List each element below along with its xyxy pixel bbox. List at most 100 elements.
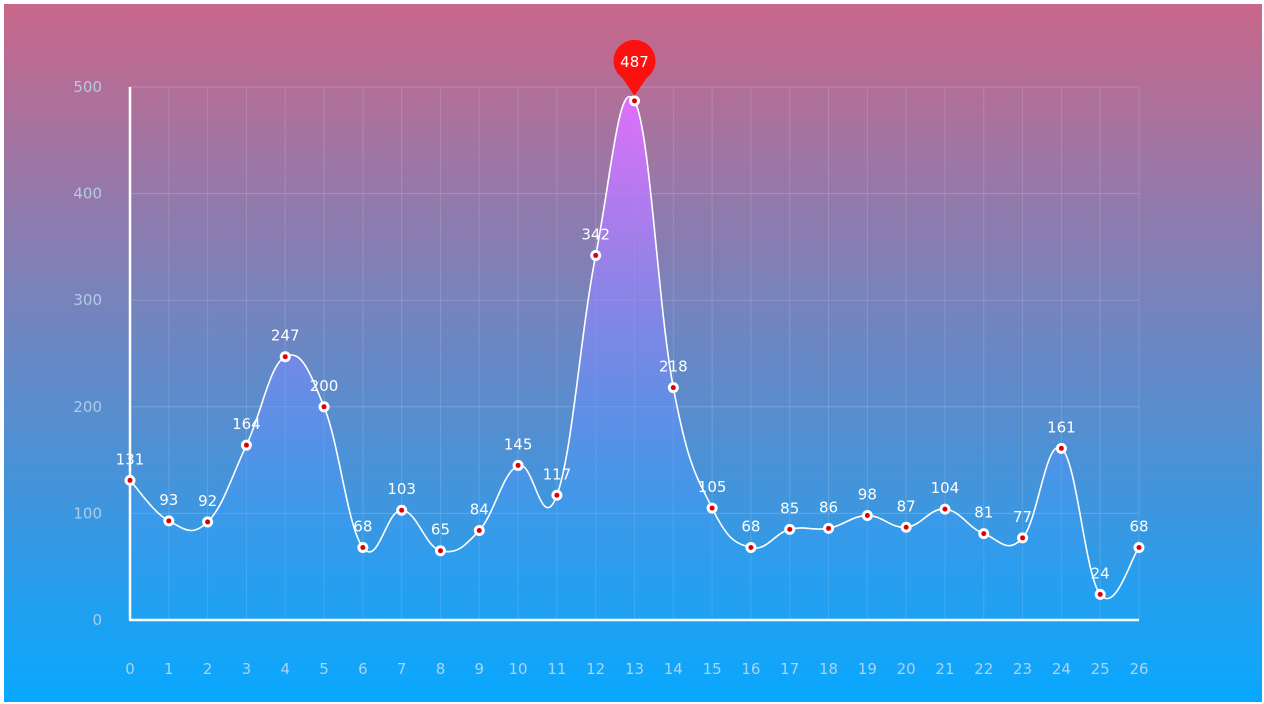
x-tick-label: 13	[625, 660, 644, 678]
data-point[interactable]	[861, 510, 873, 522]
x-tick-label: 5	[319, 660, 329, 678]
max-marker-pin	[613, 39, 656, 96]
data-point-center	[1097, 591, 1103, 597]
data-point-center	[632, 98, 637, 104]
data-point[interactable]	[434, 545, 446, 557]
data-point[interactable]	[784, 523, 796, 535]
data-point[interactable]	[667, 382, 679, 394]
y-tick-label: 400	[73, 185, 102, 203]
data-label: 68	[353, 518, 372, 536]
x-tick-label: 15	[703, 660, 722, 678]
x-tick-label: 17	[780, 660, 799, 678]
x-tick-label: 16	[741, 660, 760, 678]
y-tick-label: 100	[73, 504, 102, 522]
data-points	[124, 95, 1145, 600]
data-point[interactable]	[163, 515, 175, 527]
data-point[interactable]	[357, 542, 369, 554]
data-label: 77	[1013, 508, 1032, 526]
series-line-layer	[129, 95, 1140, 599]
data-point-center	[787, 526, 793, 532]
data-point[interactable]	[279, 351, 291, 363]
chart: 0 100 200 300 400 500 0 1 2 3 4 5 6 7 8 9 10 11 12 13 14 15 1…	[4, 4, 1262, 702]
data-label: 145	[504, 435, 533, 453]
data-point[interactable]	[745, 542, 757, 554]
data-point[interactable]	[473, 524, 485, 536]
data-point[interactable]	[124, 474, 136, 486]
x-tick-label: 18	[819, 660, 838, 678]
data-point-center	[1058, 445, 1064, 451]
data-point-center	[282, 354, 288, 360]
data-point[interactable]	[396, 504, 408, 516]
data-label: 200	[310, 377, 339, 395]
data-point[interactable]	[590, 249, 602, 261]
data-point-center	[1136, 545, 1142, 551]
data-label: 86	[819, 498, 838, 516]
data-point-center	[981, 531, 987, 537]
data-point-center	[399, 507, 405, 513]
data-label: 65	[431, 521, 450, 539]
data-label: 247	[271, 327, 300, 345]
data-point-center	[321, 404, 327, 410]
data-point-center	[166, 518, 172, 524]
x-tick-label: 9	[474, 660, 484, 678]
data-point[interactable]	[1055, 442, 1067, 454]
data-point[interactable]	[202, 516, 214, 528]
data-point[interactable]	[512, 459, 524, 471]
data-point[interactable]	[939, 503, 951, 515]
data-point[interactable]	[1133, 542, 1145, 554]
data-point[interactable]	[318, 401, 330, 413]
data-point[interactable]	[240, 439, 252, 451]
data-label: 81	[974, 504, 993, 522]
data-label: 98	[858, 486, 877, 504]
data-point[interactable]	[978, 528, 990, 540]
data-point[interactable]	[1017, 532, 1029, 544]
x-tick-label: 25	[1091, 660, 1110, 678]
data-label: 103	[387, 480, 416, 498]
data-label: 104	[931, 479, 960, 497]
y-tick-label: 0	[92, 611, 102, 629]
data-point-center	[360, 545, 366, 551]
max-marker-label: 487	[620, 53, 649, 71]
x-tick-label: 11	[547, 660, 566, 678]
x-tick-label: 21	[935, 660, 954, 678]
data-point-center	[127, 477, 133, 483]
y-tick-label: 500	[73, 78, 102, 96]
x-tick-label: 23	[1013, 660, 1032, 678]
data-point-center	[554, 492, 560, 498]
x-tick-label: 3	[242, 660, 252, 678]
x-tick-label: 6	[358, 660, 368, 678]
x-tick-label: 14	[664, 660, 683, 678]
data-point[interactable]	[629, 95, 640, 107]
x-tick-label: 7	[397, 660, 407, 678]
data-point[interactable]	[551, 489, 563, 501]
data-point[interactable]	[900, 521, 912, 533]
y-tick-label: 300	[73, 291, 102, 309]
data-label: 131	[116, 450, 145, 468]
data-label: 164	[232, 415, 261, 433]
data-label: 84	[470, 500, 489, 518]
x-tick-label: 24	[1052, 660, 1071, 678]
x-tick-label: 1	[164, 660, 174, 678]
area-layer	[130, 96, 1139, 621]
x-tick-label: 10	[509, 660, 528, 678]
data-label: 68	[741, 518, 760, 536]
data-point-center	[709, 505, 715, 511]
data-point-center	[243, 442, 249, 448]
data-point[interactable]	[1094, 588, 1106, 600]
x-tick-labels: 0 1 2 3 4 5 6 7 8 9 10 11 12 13 14 15 16 17 18 19 20 21 22 23 24…	[125, 660, 1148, 678]
data-point[interactable]	[706, 502, 718, 514]
x-tick-label: 0	[125, 660, 135, 678]
y-tick-label: 200	[73, 398, 102, 416]
data-label: 105	[698, 478, 727, 496]
data-point-center	[1020, 535, 1026, 541]
max-marker: 487	[613, 39, 656, 96]
data-point-center	[515, 462, 521, 468]
data-labels: 131 93 92 164 247 200 68 103 65 84 145 117 342 218 105…	[116, 225, 1149, 582]
data-point[interactable]	[823, 522, 835, 534]
y-tick-labels: 0 100 200 300 400 500	[73, 78, 102, 629]
data-point-center	[903, 524, 909, 530]
data-label: 85	[780, 499, 799, 517]
data-point-center	[748, 545, 754, 551]
x-tick-label: 26	[1129, 660, 1148, 678]
data-point-center	[437, 548, 443, 554]
